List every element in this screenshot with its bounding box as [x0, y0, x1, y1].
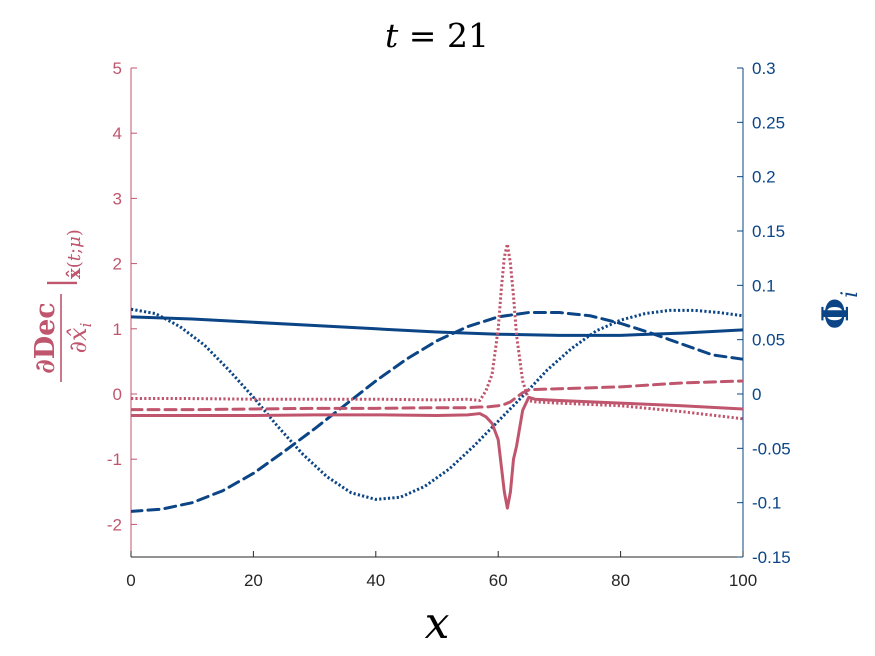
left-tick-label: -2: [107, 515, 122, 534]
phi-series-dashed-line: [131, 311, 743, 513]
right-y-ticks: -0.15 -0.1 -0.05 0 0.05 0.1 0.15 0.2 0.25 0.3: [737, 59, 791, 567]
right-tick-label: 0.15: [752, 222, 785, 241]
svg-text:∂Dec: ∂Dec: [30, 302, 61, 373]
right-tick-label: -0.1: [752, 494, 781, 513]
left-tick-label: 4: [113, 124, 122, 143]
phi-series-solid-line: [131, 315, 743, 337]
x-ticks: 0 20 40 60 80 100: [126, 551, 757, 590]
x-axis-label: x: [425, 598, 450, 649]
svg-text:|: |: [43, 278, 78, 288]
right-tick-label: 0.1: [752, 276, 776, 295]
right-tick-label: -0.15: [752, 548, 791, 567]
svg-text:Φi: Φi: [815, 291, 863, 329]
phi-series-dotted-line: [131, 307, 743, 501]
left-axis-label: ∂Dec ∂x̂i | x̂(t;μ): [30, 229, 95, 382]
dec-gradient-series-dotted-line: [131, 242, 743, 421]
left-tick-label: 1: [113, 320, 122, 339]
left-tick-label: 5: [113, 59, 122, 78]
chart-title: t = 21: [385, 16, 489, 55]
x-tick-label: 100: [729, 571, 757, 590]
right-axis-label: Φi: [815, 291, 863, 329]
left-y-ticks: -2 -1 0 1 2 3 4 5: [107, 59, 137, 534]
x-tick-label: 60: [489, 571, 508, 590]
x-tick-label: 0: [126, 571, 135, 590]
right-tick-label: 0.25: [752, 113, 785, 132]
right-tick-label: 0: [752, 385, 761, 404]
left-tick-label: 2: [113, 255, 122, 274]
left-tick-label: 3: [113, 189, 122, 208]
x-tick-label: 20: [244, 571, 263, 590]
series-group: [131, 242, 743, 513]
right-tick-label: 0.2: [752, 168, 776, 187]
dec-gradient-series-dashed-line: [131, 379, 743, 412]
x-tick-label: 40: [366, 571, 385, 590]
right-tick-label: 0.3: [752, 59, 776, 78]
svg-text:∂x̂i: ∂x̂i: [64, 322, 95, 353]
left-tick-label: 0: [113, 385, 122, 404]
right-tick-label: -0.05: [752, 439, 791, 458]
x-tick-label: 80: [611, 571, 630, 590]
dec-gradient-series-solid-line: [131, 395, 743, 510]
right-tick-label: 0.05: [752, 331, 785, 350]
left-tick-label: -1: [107, 450, 122, 469]
svg-text:x̂(t;μ): x̂(t;μ): [64, 229, 85, 279]
